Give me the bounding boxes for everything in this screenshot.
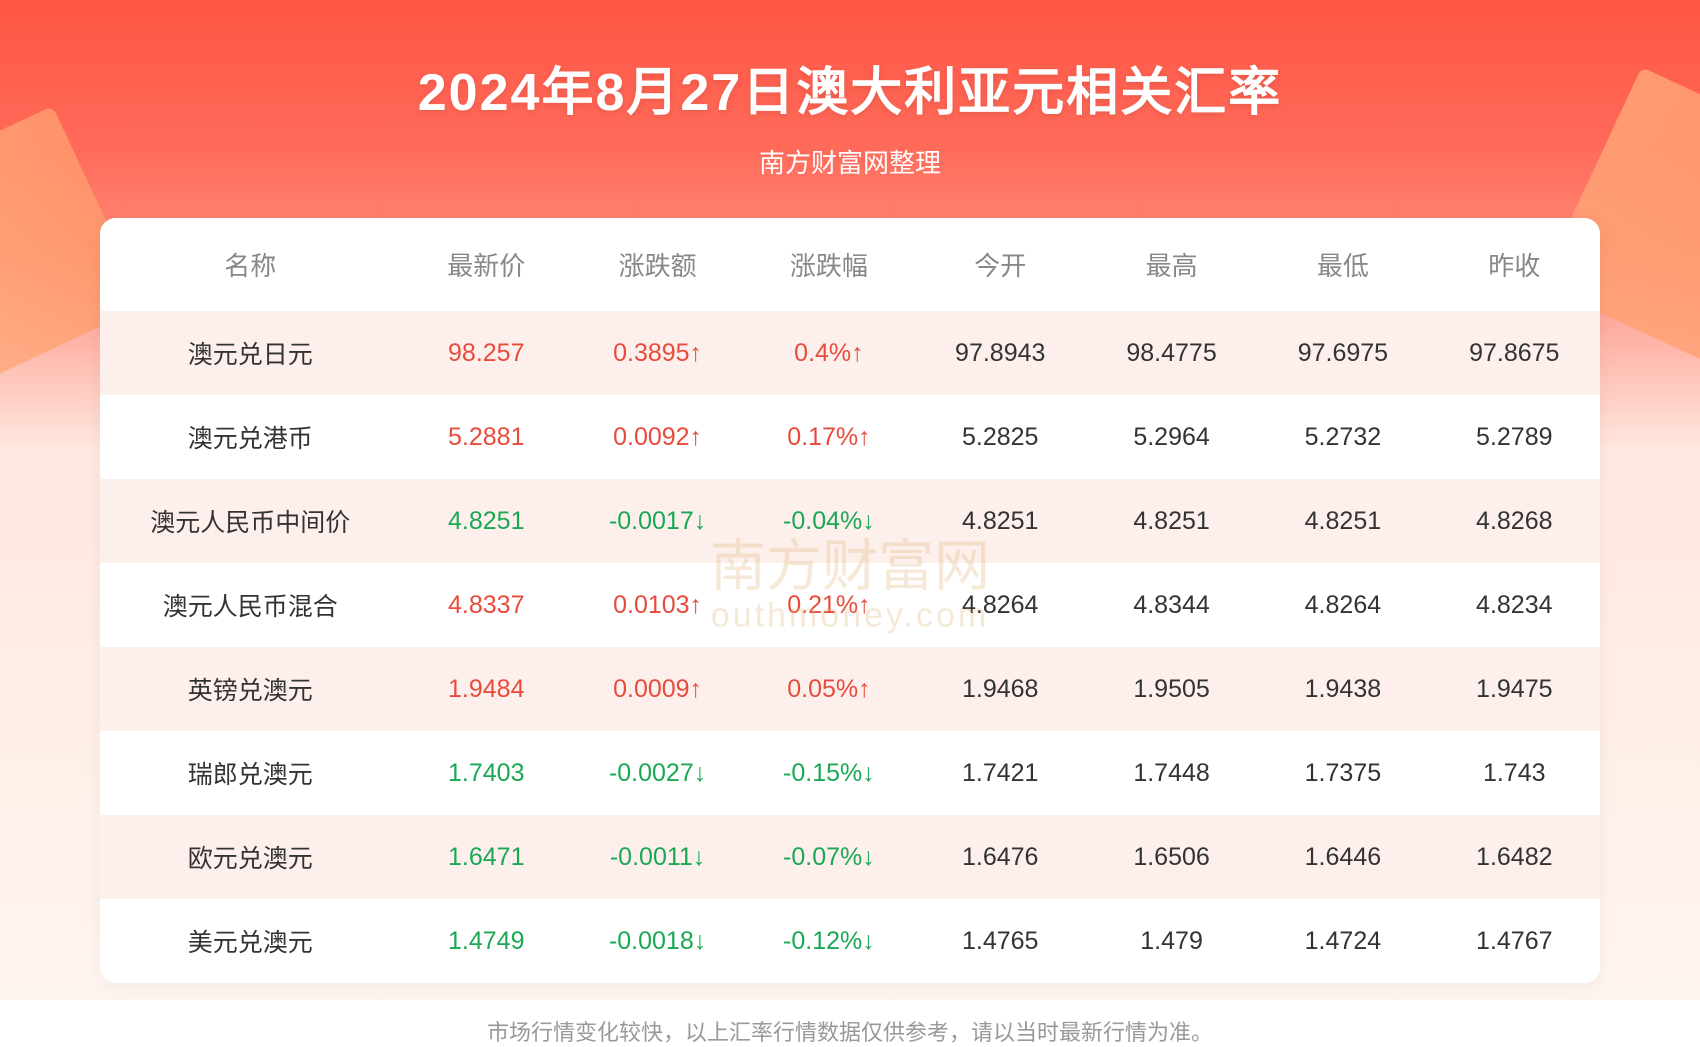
cell-prev: 1.9475: [1429, 647, 1600, 731]
cell-pct: 0.17%↑: [743, 395, 914, 479]
cell-name: 欧元兑澳元: [100, 815, 401, 899]
cell-last: 1.4749: [401, 899, 572, 983]
cell-chg: -0.0018↓: [572, 899, 743, 983]
cell-high: 4.8344: [1086, 563, 1257, 647]
cell-chg: -0.0027↓: [572, 731, 743, 815]
cell-name: 英镑兑澳元: [100, 647, 401, 731]
cell-prev: 1.743: [1429, 731, 1600, 815]
col-header-high: 最高: [1086, 218, 1257, 311]
cell-name: 澳元人民币混合: [100, 563, 401, 647]
table-header-row: 名称 最新价 涨跌额 涨跌幅 今开 最高 最低 昨收: [100, 218, 1600, 311]
col-header-pct: 涨跌幅: [743, 218, 914, 311]
table-row: 英镑兑澳元1.94840.0009↑0.05%↑1.94681.95051.94…: [100, 647, 1600, 731]
rates-table: 名称 最新价 涨跌额 涨跌幅 今开 最高 最低 昨收 澳元兑日元98.2570.…: [100, 218, 1600, 983]
cell-low: 1.4724: [1257, 899, 1428, 983]
cell-pct: 0.4%↑: [743, 311, 914, 395]
cell-open: 5.2825: [915, 395, 1086, 479]
cell-prev: 97.8675: [1429, 311, 1600, 395]
cell-low: 97.6975: [1257, 311, 1428, 395]
cell-prev: 1.4767: [1429, 899, 1600, 983]
page-subtitle: 南方财富网整理: [100, 143, 1600, 180]
cell-pct: -0.12%↓: [743, 899, 914, 983]
cell-chg: 0.0103↑: [572, 563, 743, 647]
table-row: 澳元兑日元98.2570.3895↑0.4%↑97.894398.477597.…: [100, 311, 1600, 395]
cell-last: 98.257: [401, 311, 572, 395]
cell-chg: -0.0011↓: [572, 815, 743, 899]
cell-last: 1.6471: [401, 815, 572, 899]
cell-last: 1.9484: [401, 647, 572, 731]
cell-low: 1.7375: [1257, 731, 1428, 815]
cell-pct: -0.15%↓: [743, 731, 914, 815]
col-header-prev: 昨收: [1429, 218, 1600, 311]
cell-name: 美元兑澳元: [100, 899, 401, 983]
cell-open: 4.8251: [915, 479, 1086, 563]
cell-last: 5.2881: [401, 395, 572, 479]
cell-open: 1.9468: [915, 647, 1086, 731]
col-header-open: 今开: [915, 218, 1086, 311]
col-header-low: 最低: [1257, 218, 1428, 311]
table-row: 瑞郎兑澳元1.7403-0.0027↓-0.15%↓1.74211.74481.…: [100, 731, 1600, 815]
cell-low: 4.8251: [1257, 479, 1428, 563]
table-row: 澳元人民币混合4.83370.0103↑0.21%↑4.82644.83444.…: [100, 563, 1600, 647]
cell-name: 澳元兑日元: [100, 311, 401, 395]
cell-pct: 0.21%↑: [743, 563, 914, 647]
cell-high: 1.9505: [1086, 647, 1257, 731]
cell-open: 1.4765: [915, 899, 1086, 983]
cell-chg: 0.3895↑: [572, 311, 743, 395]
col-header-name: 名称: [100, 218, 401, 311]
table-row: 澳元兑港币5.28810.0092↑0.17%↑5.28255.29645.27…: [100, 395, 1600, 479]
cell-last: 4.8337: [401, 563, 572, 647]
cell-chg: 0.0009↑: [572, 647, 743, 731]
cell-prev: 5.2789: [1429, 395, 1600, 479]
cell-high: 98.4775: [1086, 311, 1257, 395]
cell-low: 1.6446: [1257, 815, 1428, 899]
cell-chg: 0.0092↑: [572, 395, 743, 479]
cell-open: 4.8264: [915, 563, 1086, 647]
cell-name: 澳元兑港币: [100, 395, 401, 479]
cell-prev: 4.8268: [1429, 479, 1600, 563]
cell-high: 4.8251: [1086, 479, 1257, 563]
table-row: 澳元人民币中间价4.8251-0.0017↓-0.04%↓4.82514.825…: [100, 479, 1600, 563]
cell-prev: 1.6482: [1429, 815, 1600, 899]
cell-high: 1.7448: [1086, 731, 1257, 815]
table-row: 美元兑澳元1.4749-0.0018↓-0.12%↓1.47651.4791.4…: [100, 899, 1600, 983]
cell-high: 5.2964: [1086, 395, 1257, 479]
cell-pct: -0.04%↓: [743, 479, 914, 563]
table-row: 欧元兑澳元1.6471-0.0011↓-0.07%↓1.64761.65061.…: [100, 815, 1600, 899]
cell-low: 5.2732: [1257, 395, 1428, 479]
cell-pct: 0.05%↑: [743, 647, 914, 731]
rates-table-wrap: 名称 最新价 涨跌额 涨跌幅 今开 最高 最低 昨收 澳元兑日元98.2570.…: [100, 218, 1600, 983]
container: 2024年8月27日澳大利亚元相关汇率 南方财富网整理 名称 最新价 涨跌额 涨…: [0, 0, 1700, 1000]
cell-low: 4.8264: [1257, 563, 1428, 647]
cell-last: 1.7403: [401, 731, 572, 815]
col-header-chg: 涨跌额: [572, 218, 743, 311]
cell-last: 4.8251: [401, 479, 572, 563]
cell-name: 瑞郎兑澳元: [100, 731, 401, 815]
cell-high: 1.6506: [1086, 815, 1257, 899]
page-title: 2024年8月27日澳大利亚元相关汇率: [100, 50, 1600, 125]
cell-pct: -0.07%↓: [743, 815, 914, 899]
cell-name: 澳元人民币中间价: [100, 479, 401, 563]
cell-open: 1.6476: [915, 815, 1086, 899]
cell-high: 1.479: [1086, 899, 1257, 983]
cell-prev: 4.8234: [1429, 563, 1600, 647]
col-header-last: 最新价: [401, 218, 572, 311]
cell-chg: -0.0017↓: [572, 479, 743, 563]
cell-open: 97.8943: [915, 311, 1086, 395]
footnote: 市场行情变化较快，以上汇率行情数据仅供参考，请以当时最新行情为准。: [100, 1015, 1600, 1047]
cell-low: 1.9438: [1257, 647, 1428, 731]
cell-open: 1.7421: [915, 731, 1086, 815]
